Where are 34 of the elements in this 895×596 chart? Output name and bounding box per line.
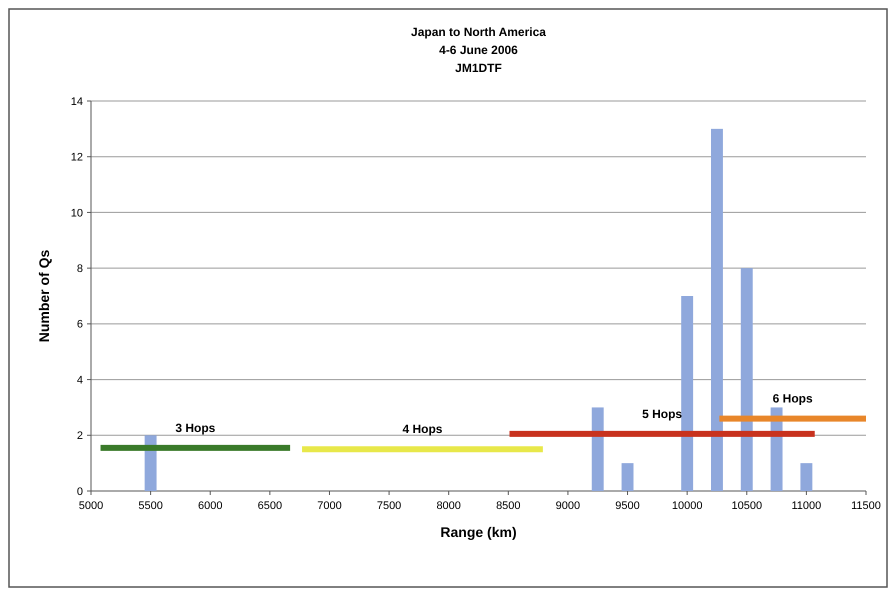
y-tick-label: 6: [76, 318, 83, 331]
bar: [622, 463, 634, 491]
bar: [740, 268, 753, 491]
x-tick-label: 5500: [138, 500, 163, 512]
x-tick-label: 11500: [851, 500, 881, 512]
bar: [681, 296, 694, 491]
y-axis-title: Number of Qs: [36, 250, 52, 342]
x-tick-label: 7500: [376, 500, 402, 512]
y-tick-label: 8: [76, 262, 83, 275]
series-label: 5 Hops: [642, 406, 682, 421]
x-tick-label: 5000: [78, 500, 104, 512]
x-tick-label: 9500: [615, 500, 640, 512]
x-tick-label: 8000: [436, 500, 461, 512]
y-tick-label: 12: [70, 152, 83, 164]
x-axis-title: Range (km): [440, 524, 517, 540]
x-tick-label: 10500: [731, 500, 762, 512]
x-tick-label: 6500: [258, 500, 282, 512]
bar: [711, 128, 723, 491]
x-tick-label: 7000: [317, 500, 342, 512]
y-tick-label: 0: [76, 486, 83, 498]
chart-title: Japan to North America 4-6 June 2006 JM1DTF: [411, 25, 546, 75]
series-label: 3 Hops: [175, 420, 216, 435]
x-tick-label: 9000: [556, 500, 580, 512]
y-tick-label: 2: [76, 430, 83, 442]
x-tick-label: 10000: [672, 500, 702, 512]
bar: [800, 463, 812, 491]
series-label: 6 Hops: [772, 392, 813, 406]
x-tick-label: 11000: [791, 500, 822, 512]
x-tick-label: 8500: [496, 500, 521, 512]
y-tick-label: 10: [70, 207, 83, 220]
y-tick-label: 4: [76, 374, 83, 386]
x-tick-label: 6000: [198, 500, 222, 512]
y-tick-label: 14: [70, 96, 83, 108]
series-label: 4 Hops: [402, 422, 443, 436]
